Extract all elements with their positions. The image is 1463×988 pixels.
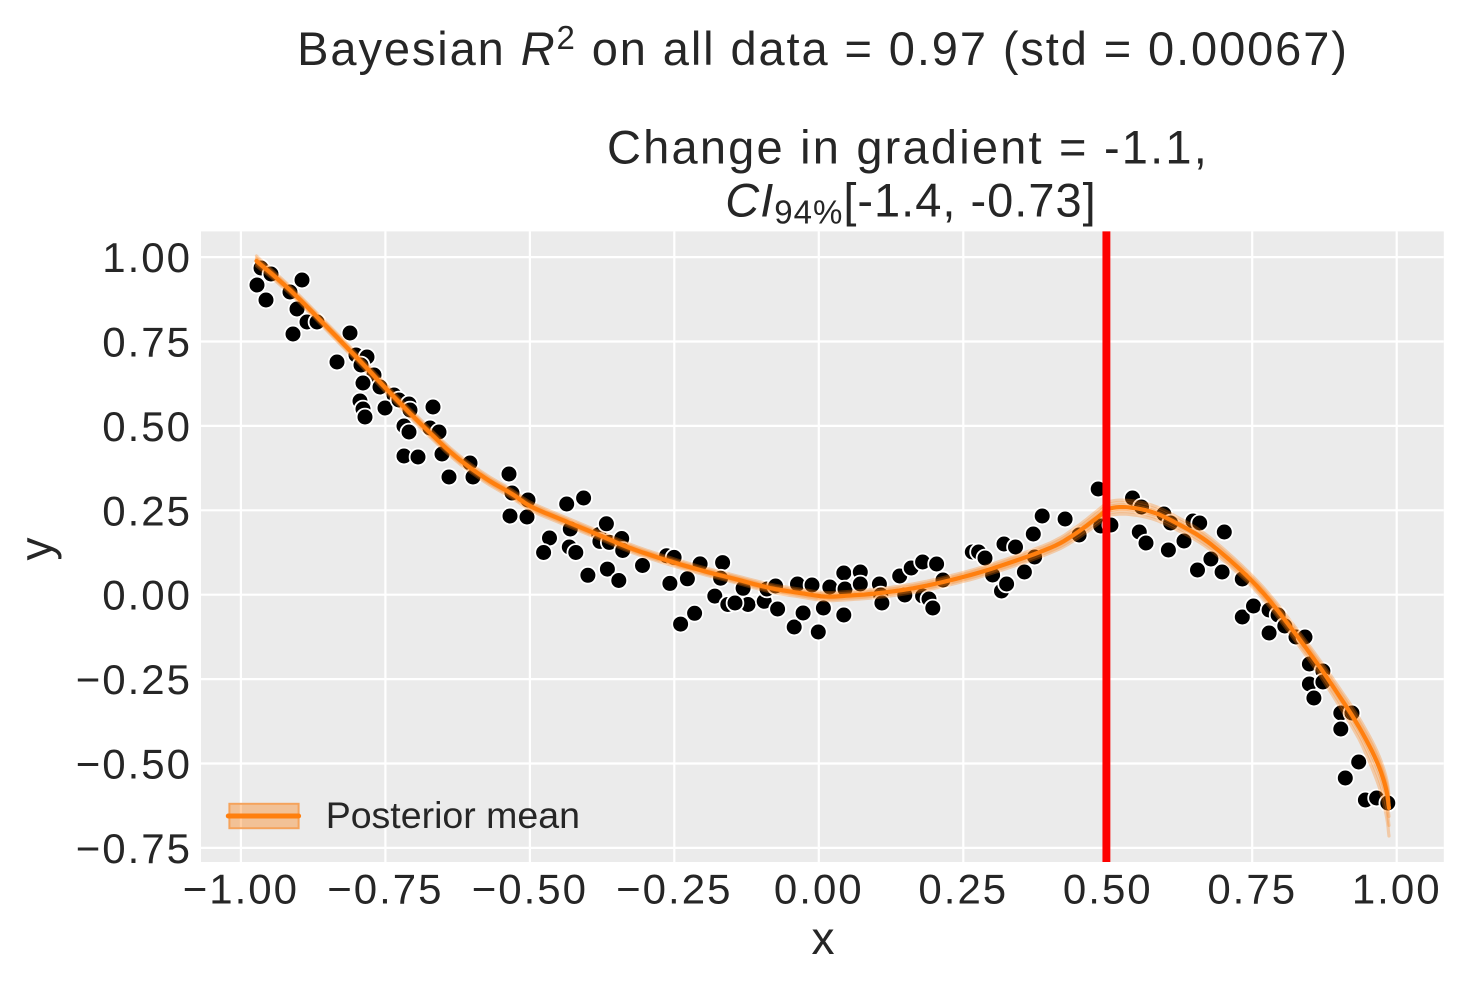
svg-text:−1.00: −1.00 xyxy=(183,866,299,913)
svg-text:0.75: 0.75 xyxy=(1207,866,1297,913)
svg-text:y: y xyxy=(10,538,62,561)
svg-text:0.00: 0.00 xyxy=(102,572,192,619)
svg-text:0.00: 0.00 xyxy=(774,866,864,913)
svg-text:0.50: 0.50 xyxy=(102,403,192,450)
svg-text:0.75: 0.75 xyxy=(102,319,192,366)
svg-text:CI94%[-1.4, -0.73]: CI94%[-1.4, -0.73] xyxy=(720,174,1096,231)
svg-text:−0.50: −0.50 xyxy=(76,741,192,788)
svg-text:x: x xyxy=(812,912,835,964)
svg-text:0.25: 0.25 xyxy=(102,487,192,534)
svg-text:Bayesian R2 on all data = 0.97: Bayesian R2 on all data = 0.97 (std = 0.… xyxy=(297,19,1349,75)
svg-text:0.25: 0.25 xyxy=(918,866,1008,913)
svg-text:−0.75: −0.75 xyxy=(327,866,443,913)
svg-text:Change in gradient = -1.1,: Change in gradient = -1.1, xyxy=(607,121,1209,174)
svg-text:Posterior mean: Posterior mean xyxy=(326,794,580,836)
svg-text:0.50: 0.50 xyxy=(1063,866,1153,913)
svg-text:−0.25: −0.25 xyxy=(616,866,732,913)
svg-text:−0.50: −0.50 xyxy=(472,866,588,913)
svg-text:1.00: 1.00 xyxy=(102,234,192,281)
svg-text:−0.75: −0.75 xyxy=(76,825,192,872)
svg-text:1.00: 1.00 xyxy=(1352,866,1442,913)
svg-text:−0.25: −0.25 xyxy=(76,656,192,703)
